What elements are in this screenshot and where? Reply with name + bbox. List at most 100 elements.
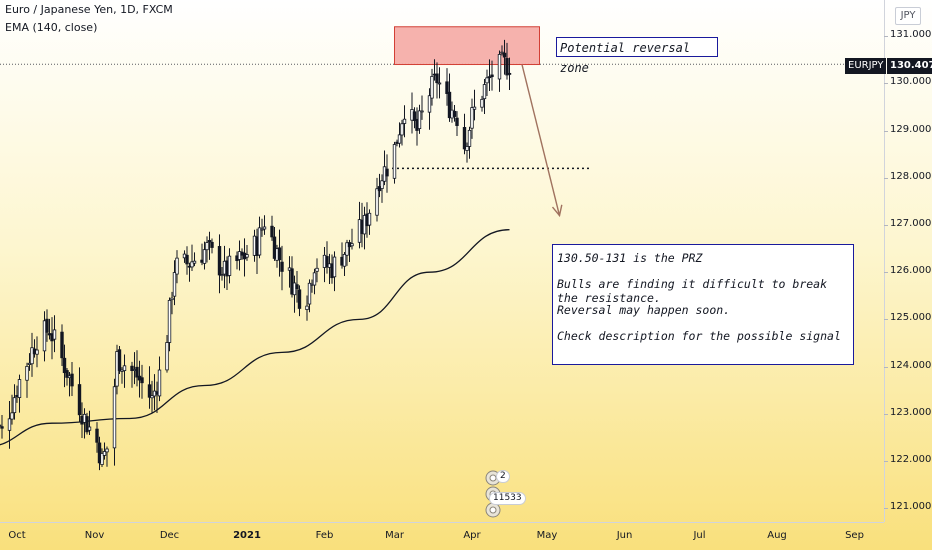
x-tick-label: Nov — [84, 530, 105, 541]
candle — [97, 436, 102, 471]
candle — [397, 122, 402, 148]
x-tick-label: 2021 — [233, 530, 261, 541]
candle — [345, 239, 349, 266]
candle — [312, 268, 317, 295]
candle — [297, 285, 302, 317]
candle — [105, 446, 109, 467]
candle — [280, 245, 284, 291]
candle — [437, 67, 442, 99]
candle — [102, 442, 107, 460]
candle — [400, 119, 404, 146]
candle — [12, 384, 17, 420]
candle — [435, 62, 439, 99]
candle — [507, 57, 512, 91]
note-line: 130.50-131 is the PRZ — [557, 251, 703, 265]
candle — [172, 260, 177, 306]
study-legend[interactable]: EMA (140, close) — [5, 21, 98, 34]
candle — [485, 69, 489, 97]
candle — [87, 410, 92, 436]
candle — [430, 68, 434, 106]
candle — [497, 50, 502, 92]
candle — [412, 107, 417, 129]
reversal-zone[interactable] — [394, 26, 540, 66]
candle — [385, 154, 389, 193]
candle — [135, 350, 139, 387]
candle — [272, 227, 277, 261]
candle — [382, 150, 387, 186]
candle — [17, 374, 22, 413]
candle — [472, 89, 477, 121]
x-tick-label: Apr — [463, 530, 481, 541]
candle — [470, 98, 474, 139]
note-line: Reversal may happen soon. — [557, 303, 731, 317]
candle — [130, 361, 134, 388]
candle — [30, 332, 34, 377]
chart-title: Euro / Japanese Yen, 1D, FXCM — [5, 3, 173, 16]
candle — [167, 297, 172, 352]
candle — [100, 448, 104, 467]
ema-140-line — [0, 229, 510, 446]
last-price-badge: 130.407 — [887, 58, 932, 74]
candle — [305, 295, 309, 321]
candle — [192, 252, 197, 267]
candle — [290, 256, 294, 298]
candle — [205, 236, 209, 263]
x-tick-label: Oct — [8, 530, 26, 541]
candle — [0, 424, 2, 427]
candle — [467, 126, 472, 159]
candle — [157, 356, 162, 402]
candle — [502, 39, 507, 75]
candle — [262, 215, 267, 235]
candle — [487, 59, 492, 91]
candle — [465, 142, 469, 163]
price-chart[interactable] — [0, 0, 884, 522]
candle — [342, 252, 347, 277]
candle — [45, 309, 49, 342]
candle — [7, 400, 12, 449]
x-tick-label: Jun — [616, 530, 633, 541]
candle — [245, 244, 249, 261]
candle — [452, 104, 457, 122]
currency-button[interactable]: JPY — [895, 7, 921, 25]
reversal-zone-label[interactable]: Potential reversal zone — [556, 37, 718, 75]
candle — [367, 209, 372, 235]
candle — [417, 104, 422, 134]
candle — [122, 354, 127, 388]
projection-arrow-head — [551, 204, 563, 218]
candle — [392, 141, 397, 184]
price-scale[interactable] — [884, 0, 932, 522]
candle — [10, 394, 14, 425]
x-tick-label: Dec — [159, 530, 180, 541]
candle — [427, 88, 432, 130]
candle — [42, 311, 47, 362]
candle — [480, 95, 484, 112]
candle — [380, 174, 384, 203]
time-scale[interactable] — [0, 522, 884, 551]
candle — [77, 367, 82, 422]
candle — [25, 362, 29, 398]
ideas-count: 2 — [496, 470, 510, 483]
candles — [0, 39, 512, 471]
candle — [185, 246, 189, 275]
ideas-widget[interactable]: 2 11533 — [484, 468, 526, 524]
candle — [505, 42, 509, 80]
candle — [85, 412, 89, 435]
candle — [112, 378, 117, 466]
candle — [332, 251, 337, 292]
x-tick-label: Feb — [315, 530, 334, 541]
y-tick-label: 127.000 — [883, 218, 932, 229]
projection-arrow[interactable] — [521, 64, 561, 216]
y-tick-label: 122.000 — [883, 454, 932, 465]
y-tick-label: 130.000 — [883, 76, 932, 88]
candle — [190, 244, 194, 271]
candle — [150, 380, 154, 414]
candle — [202, 241, 207, 270]
y-tick-label: 128.000 — [883, 170, 932, 182]
candle — [270, 215, 274, 241]
y-tick-label: 123.000 — [883, 406, 932, 418]
y-tick-label: 131.000 — [883, 29, 932, 41]
candle — [62, 344, 67, 388]
candle — [325, 241, 329, 274]
notes-box[interactable]: 130.50-131 is the PRZ Bulls are finding … — [552, 244, 854, 365]
x-tick-label: Aug — [767, 530, 787, 541]
